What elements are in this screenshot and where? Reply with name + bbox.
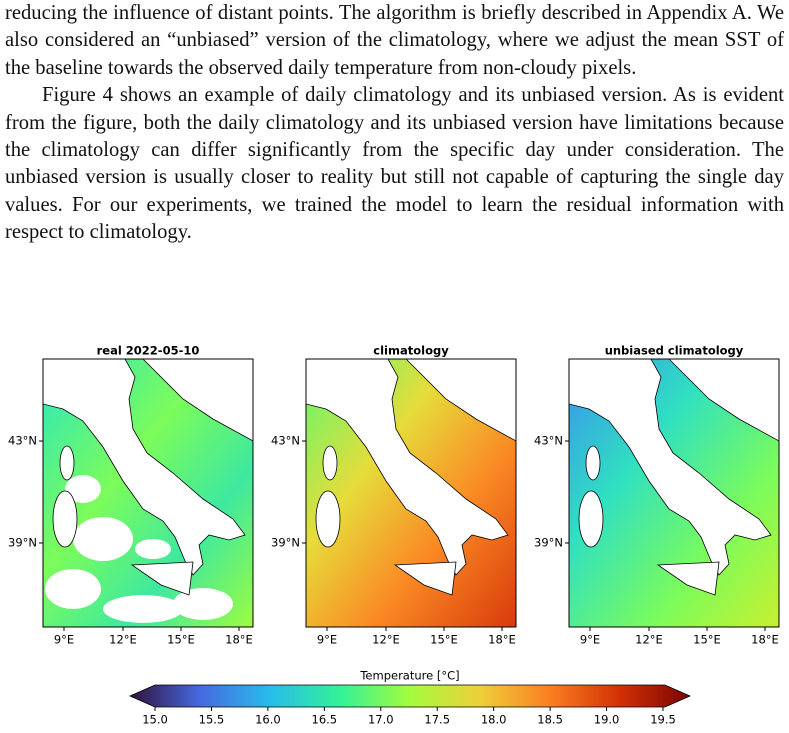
x-tick-label: 15°E — [430, 633, 458, 647]
colorbar-tick-label: 19.0 — [594, 713, 620, 727]
y-tick-label: 43°N — [8, 434, 37, 448]
paragraph: reducing the influence of distant points… — [5, 2, 784, 79]
colorbar-label: Temperature [°C] — [359, 669, 459, 683]
x-tick-label: 18°E — [751, 633, 779, 647]
colorbar — [129, 684, 691, 708]
clouds — [45, 475, 233, 623]
x-tick-label: 9°E — [580, 633, 600, 647]
x-tick-label: 15°E — [693, 633, 721, 647]
y-tick-label: 43°N — [271, 434, 300, 448]
y-tick-label: 39°N — [8, 536, 37, 550]
colorbar-tick-label: 15.0 — [142, 713, 168, 727]
panel-title: real 2022-05-10 — [97, 344, 200, 358]
body-text: reducing the influence of distant points… — [5, 0, 784, 247]
colorbar-tick-label: 16.0 — [255, 713, 281, 727]
colorbar-tick-label: 17.0 — [368, 713, 394, 727]
colorbar-tick-label: 19.5 — [650, 713, 676, 727]
colorbar-tick-label: 15.5 — [199, 713, 225, 727]
map-panel — [568, 358, 780, 628]
y-tick-label: 39°N — [534, 536, 563, 550]
x-tick-label: 18°E — [488, 633, 516, 647]
x-tick-label: 15°E — [167, 633, 195, 647]
x-tick-label: 9°E — [54, 633, 74, 647]
colorbar-tick-label: 18.5 — [537, 713, 563, 727]
panel-title: unbiased climatology — [605, 344, 744, 358]
figure: Temperature [°C] real 2022-05-10 43°N 39°N… — [8, 344, 780, 727]
x-tick-label: 12°E — [635, 633, 663, 647]
x-tick-label: 12°E — [372, 633, 400, 647]
x-tick-label: 9°E — [317, 633, 337, 647]
x-tick-label: 12°E — [109, 633, 137, 647]
map-panel — [42, 358, 254, 628]
colorbar-tick-label: 16.5 — [312, 713, 338, 727]
paragraph: Figure 4 shows an example of daily clima… — [5, 84, 784, 244]
y-tick-label: 43°N — [534, 434, 563, 448]
panel-title: climatology — [373, 344, 449, 358]
colorbar-tick-label: 17.5 — [424, 713, 450, 727]
x-tick-label: 18°E — [225, 633, 253, 647]
y-tick-label: 39°N — [271, 536, 300, 550]
map-panel — [305, 358, 517, 628]
colorbar-tick-label: 18.0 — [481, 713, 507, 727]
